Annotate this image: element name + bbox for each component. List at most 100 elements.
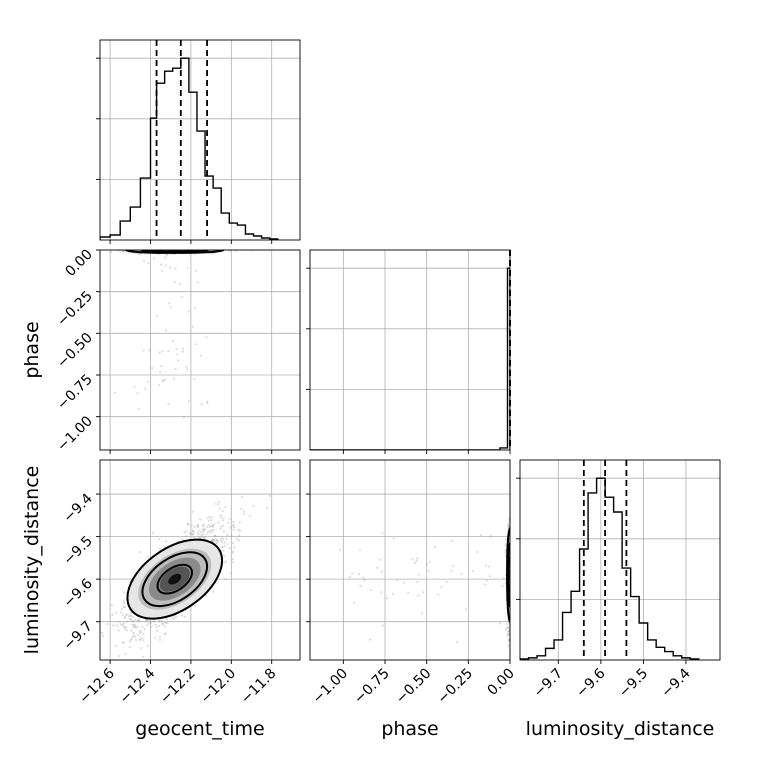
sample-point	[339, 548, 342, 551]
sample-point	[191, 533, 195, 536]
sample-point	[160, 263, 163, 266]
sample-point	[396, 578, 399, 582]
sample-point	[150, 625, 153, 628]
sample-point	[228, 517, 231, 521]
sample-point	[504, 538, 508, 541]
sample-point	[487, 565, 490, 568]
ytick-label-phase: −1.00	[54, 413, 96, 455]
sample-point	[422, 591, 425, 594]
sample-point	[455, 640, 458, 644]
sample-point	[252, 505, 255, 508]
sample-point	[145, 619, 148, 622]
sample-point	[222, 524, 225, 527]
sample-point	[220, 540, 223, 543]
sample-point	[205, 336, 208, 339]
sample-point	[106, 622, 109, 626]
sample-point	[133, 635, 137, 638]
sample-point	[128, 640, 131, 643]
sample-point	[118, 620, 121, 623]
sample-point	[202, 530, 205, 533]
ytick-label-luminosity-distance: −9.6	[60, 576, 95, 611]
sample-point	[130, 629, 133, 632]
sample-point	[224, 505, 227, 509]
sample-point	[109, 250, 112, 254]
sample-point	[489, 534, 492, 538]
sample-point	[502, 577, 505, 580]
sample-point	[248, 514, 251, 517]
sample-point	[195, 343, 198, 346]
sample-point	[128, 617, 131, 621]
sample-point	[139, 629, 142, 632]
sample-point	[505, 626, 508, 629]
histogram-phase	[310, 267, 510, 450]
sample-point	[486, 579, 489, 582]
ytick-label-luminosity-distance: −9.7	[60, 618, 95, 653]
sample-point	[358, 572, 361, 576]
sample-point	[158, 635, 162, 638]
sample-point	[121, 641, 124, 644]
sample-point	[402, 581, 406, 584]
sample-point	[199, 518, 202, 521]
sample-point	[172, 377, 176, 380]
sample-point	[222, 519, 225, 522]
sample-point	[129, 638, 133, 641]
xtick-label-luminosity-distance: −9.7	[531, 666, 566, 701]
ytick-label-phase: −0.25	[54, 288, 96, 330]
sample-point	[193, 525, 196, 529]
sample-point	[224, 578, 227, 581]
sample-point	[119, 623, 123, 626]
sample-point	[132, 631, 135, 634]
sample-point	[231, 550, 235, 553]
sample-point	[133, 633, 136, 636]
sample-point	[381, 624, 384, 627]
sample-point	[213, 523, 216, 526]
sample-point	[115, 611, 118, 614]
sample-point	[211, 539, 215, 542]
sample-point	[210, 528, 213, 532]
sample-point	[216, 539, 219, 543]
sample-point	[223, 554, 226, 557]
hist-panel-luminosity-distance	[516, 459, 721, 664]
sample-point	[164, 632, 167, 635]
sample-point	[146, 555, 149, 558]
sample-point	[471, 569, 474, 573]
sample-point	[145, 624, 148, 627]
xtick-label-geocent-time: −11.8	[238, 666, 280, 708]
sample-point	[210, 524, 213, 527]
sample-point	[164, 329, 167, 332]
sample-point	[124, 625, 127, 629]
ytick-label-luminosity-distance: −9.4	[60, 490, 95, 525]
panel-frame	[99, 249, 301, 451]
sample-point	[131, 615, 135, 619]
xtick-label-geocent-time: −12.0	[197, 666, 239, 708]
sample-point	[199, 531, 203, 534]
sample-point	[134, 623, 137, 627]
sample-point	[154, 623, 157, 627]
sample-point	[138, 550, 141, 554]
ytick-label-phase: −0.50	[54, 330, 96, 372]
sample-point	[181, 538, 184, 541]
sample-point	[120, 611, 123, 614]
sample-point	[210, 516, 214, 519]
sample-point	[124, 617, 127, 620]
sample-point	[203, 536, 207, 539]
sample-point	[219, 539, 222, 542]
sample-point	[214, 542, 218, 545]
sample-point	[210, 518, 213, 522]
sample-point	[182, 347, 185, 350]
sample-point	[380, 591, 383, 594]
sample-point	[211, 540, 215, 543]
sample-point	[187, 523, 190, 526]
sample-point	[235, 250, 238, 253]
sample-point	[425, 563, 429, 566]
sample-point	[211, 538, 215, 541]
sample-point	[122, 622, 125, 625]
sample-point	[185, 535, 188, 538]
sample-point	[187, 400, 190, 403]
sample-point	[123, 601, 126, 604]
sample-point	[161, 350, 164, 353]
sample-point	[226, 533, 229, 537]
ytick-label-luminosity-distance: −9.5	[60, 533, 95, 568]
sample-point	[191, 325, 194, 328]
sample-point	[498, 622, 502, 625]
